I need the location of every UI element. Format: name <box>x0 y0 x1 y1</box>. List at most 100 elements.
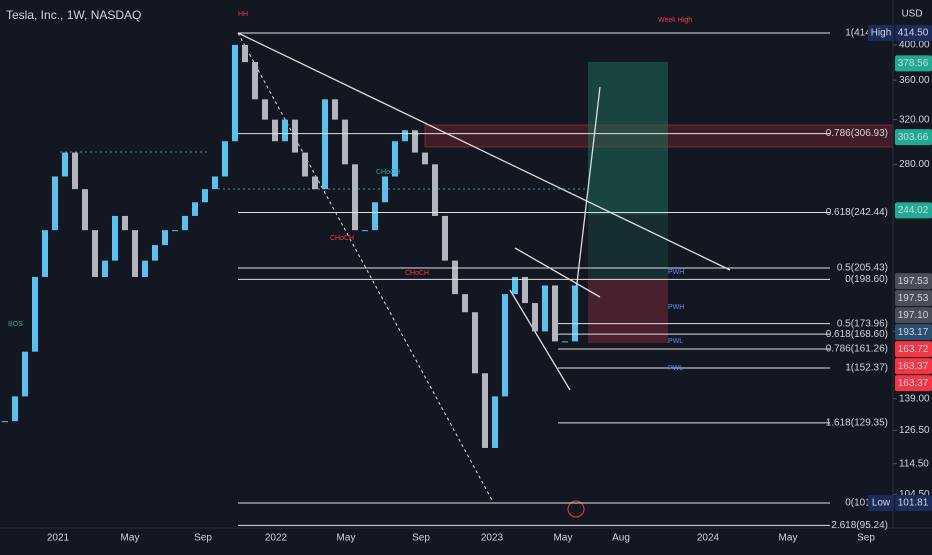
price-tag-label: 378.56 <box>898 58 929 69</box>
candle <box>432 164 438 216</box>
annotation: Week High <box>658 17 692 24</box>
price-tag <box>895 129 932 146</box>
time-label: May <box>337 533 356 544</box>
time-label: May <box>121 533 140 544</box>
candle <box>292 119 298 153</box>
price-tag <box>895 375 932 392</box>
candle <box>322 99 328 190</box>
candle <box>242 44 248 63</box>
price-tick-label: 320.00 <box>899 114 930 125</box>
candle <box>262 99 268 120</box>
time-label: 2024 <box>697 533 720 544</box>
time-label: Sep <box>194 533 212 544</box>
price-tag-label: 303.66 <box>898 132 929 143</box>
price-tick-label: 400.00 <box>899 40 930 51</box>
candle <box>32 276 38 352</box>
tag-name-bg <box>868 25 894 41</box>
wedge-top <box>514 247 601 298</box>
candle <box>392 141 398 177</box>
candle <box>452 260 458 295</box>
event-icon[interactable] <box>567 500 585 518</box>
candle <box>12 396 18 422</box>
fib-label: 0.786(161.26) <box>826 344 888 355</box>
candle <box>552 285 558 342</box>
fib-label: 2.618(95.24) <box>831 520 888 531</box>
candle <box>352 164 358 231</box>
candle <box>122 215 128 231</box>
candle <box>422 152 428 165</box>
annotation: BOS <box>8 321 23 328</box>
candle <box>302 152 308 177</box>
price-tick-label: 126.50 <box>899 425 930 436</box>
price-tag-label: 193.17 <box>898 327 929 338</box>
price-tag-label: 101.81 <box>898 498 929 509</box>
candle <box>202 189 208 203</box>
candle <box>382 176 388 203</box>
price-tick-label: 139.00 <box>899 393 930 404</box>
candle <box>252 62 258 100</box>
candle <box>162 230 168 246</box>
candle <box>92 230 98 277</box>
fib-label: 0(101.81) <box>845 498 888 509</box>
profit-zone <box>588 215 668 280</box>
time-label: 2022 <box>265 533 288 544</box>
candle <box>472 312 478 374</box>
trend-line <box>237 32 731 271</box>
candle <box>212 176 218 190</box>
candle <box>442 215 448 261</box>
price-tick-label: 280.00 <box>899 159 930 170</box>
candle <box>272 119 278 142</box>
fib-label: 0(198.60) <box>845 274 888 285</box>
price-tag <box>895 25 932 41</box>
price-tag-label: 197.10 <box>898 310 929 321</box>
projection <box>574 86 601 301</box>
tag-name: High <box>871 28 892 39</box>
symbol: Tesla, Inc., 1W, NASDAQ <box>6 8 141 22</box>
annotation: PWL <box>668 365 683 372</box>
wedge-bottom <box>509 289 571 391</box>
candle <box>522 276 528 304</box>
candle <box>342 119 348 165</box>
candle <box>412 130 418 153</box>
time-label: Sep <box>857 533 875 544</box>
currency: USD <box>901 9 922 20</box>
candle <box>22 351 28 397</box>
price-tag <box>895 324 932 341</box>
annotation: CHoCH <box>405 270 429 277</box>
fib-label: 0.5(173.96) <box>837 318 888 329</box>
annotation: PWL <box>668 338 683 345</box>
time-label: Aug <box>612 533 630 544</box>
candle <box>102 260 108 277</box>
price-tag-label: 163.37 <box>898 378 929 389</box>
fib-label: 1(414.50) <box>845 28 888 39</box>
tag-name-bg <box>868 495 894 511</box>
candle <box>542 285 548 332</box>
candle <box>502 294 508 397</box>
candle <box>512 276 518 295</box>
price-tag <box>895 341 932 358</box>
candle <box>532 303 538 332</box>
price-tag <box>895 495 932 511</box>
candle <box>142 260 148 277</box>
time-label: May <box>779 533 798 544</box>
candle <box>182 215 188 231</box>
price-tag <box>895 358 932 375</box>
candle <box>282 119 288 142</box>
fib-label: 0.786(306.93) <box>826 128 888 139</box>
price-tag <box>895 55 932 72</box>
time-label: 2023 <box>481 533 504 544</box>
candle <box>112 215 118 261</box>
time-label: 2021 <box>47 533 70 544</box>
candle <box>402 130 408 142</box>
annotation: PWH <box>668 269 684 276</box>
candle <box>362 230 368 232</box>
time-label: May <box>554 533 573 544</box>
stop-zone <box>588 280 668 343</box>
price-tag <box>895 273 932 290</box>
candle <box>2 421 8 423</box>
price-tag-label: 414.50 <box>898 28 929 39</box>
candle <box>72 152 78 190</box>
annotation: CHoCH <box>330 235 354 242</box>
